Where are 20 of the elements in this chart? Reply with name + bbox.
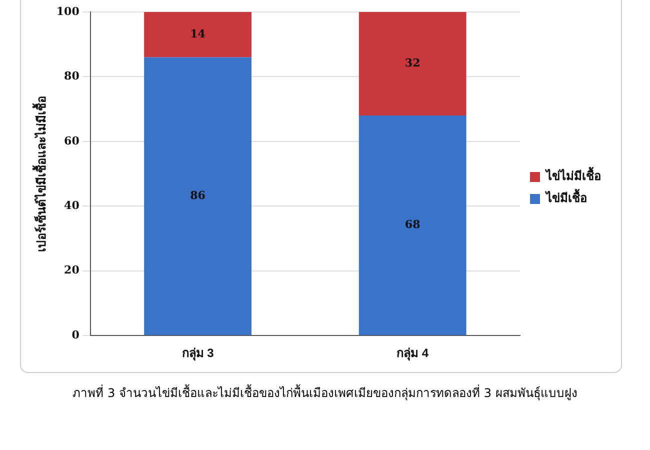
y-tick-label: 40 [64, 199, 80, 212]
y-tick-label: 80 [64, 70, 80, 83]
y-tick-label: 100 [56, 4, 80, 18]
y-axis-title: เปอร์เซ็นต์ไข่มีเชื้อและไม่มีเชื้อ [32, 96, 49, 252]
data-label: 32 [404, 56, 420, 70]
text: ภาพที่ 3 จำนวนไข่มีเชื้อและไม่มีเชื้อของไก่พื้นเมืองเพศเมียของกลุ่มการทดลองที่ 3 ผสมพันธุ์แบบฝูง [72, 384, 578, 402]
bar [358, 116, 466, 336]
y-tick-label: 0 [72, 328, 80, 342]
bar [144, 12, 252, 58]
y-tick-label: 20 [64, 264, 80, 277]
legend-label: ไข่มีเชื้อ [544, 188, 587, 206]
legend-label: ไข่ไม่มีเชื้อ [544, 166, 601, 184]
x-tick-label: กลุ่ม 3 [182, 346, 214, 362]
y-tick-label: 60 [64, 134, 80, 148]
data-label: 14 [190, 28, 206, 41]
data-label: 86 [190, 189, 206, 202]
x-tick-label: กลุ่ม 4 [396, 346, 429, 362]
bar [358, 12, 466, 116]
bar [144, 57, 252, 336]
data-label: 68 [404, 218, 421, 232]
